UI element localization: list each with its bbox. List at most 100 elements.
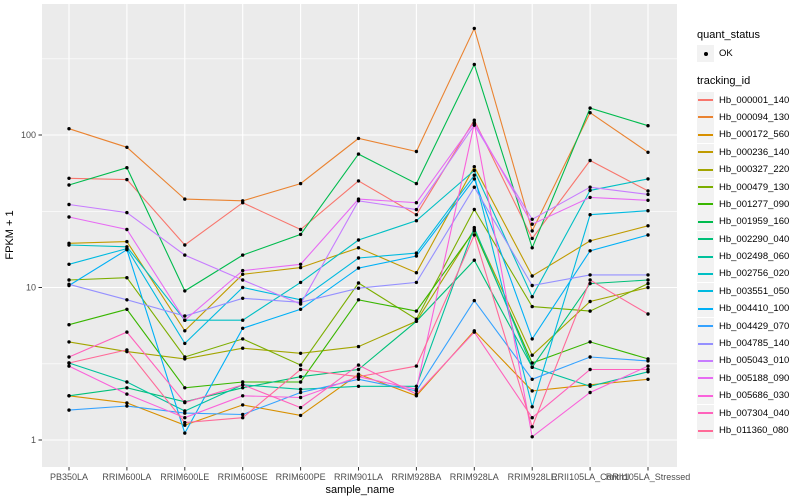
legend-title-tracking-id: tracking_id xyxy=(697,75,751,88)
data-point xyxy=(183,411,187,415)
legend-key xyxy=(697,248,714,266)
data-point xyxy=(298,375,303,379)
legend-item: Hb_000479_130 xyxy=(691,178,799,196)
data-point xyxy=(183,314,187,318)
data-point xyxy=(298,380,303,384)
data-point xyxy=(298,367,303,372)
legend: quant_status OK tracking_id Hb_000001_14… xyxy=(691,29,799,452)
legend-item-label: Hb_002498_060 xyxy=(719,251,790,263)
legend-key-line-icon xyxy=(698,255,713,258)
y-axis-title: FPKM + 1 xyxy=(4,210,16,259)
data-point xyxy=(530,222,534,226)
legend-key-line-icon xyxy=(698,151,713,154)
data-point xyxy=(125,210,129,215)
data-point xyxy=(472,233,476,237)
legend-key-line-icon xyxy=(698,203,713,206)
data-point xyxy=(472,173,476,177)
data-point xyxy=(414,319,419,323)
legend-key xyxy=(697,352,714,370)
legend-item-label: Hb_004429_070 xyxy=(719,320,790,332)
data-point xyxy=(356,136,361,141)
legend-key xyxy=(697,213,714,231)
legend-key xyxy=(697,126,714,144)
data-point xyxy=(67,394,71,398)
data-point xyxy=(530,295,534,299)
legend-key-line-icon xyxy=(698,186,713,189)
data-point xyxy=(472,121,476,126)
data-point xyxy=(530,353,534,357)
data-point xyxy=(588,158,592,163)
data-point xyxy=(646,224,650,228)
x-tick-label: RRII105LA_Stressed xyxy=(606,472,690,482)
legend-item-label: Hb_000001_140 xyxy=(719,94,790,106)
data-point xyxy=(183,243,187,247)
data-point xyxy=(125,401,129,405)
data-point xyxy=(183,355,187,359)
legend-item-label: Hb_005043_010 xyxy=(719,355,790,367)
data-point xyxy=(356,256,361,260)
data-point xyxy=(67,202,71,207)
data-point xyxy=(125,307,129,311)
legend-item: Hb_005686_030 xyxy=(691,387,799,405)
data-point xyxy=(67,340,71,344)
legend-item: Hb_000094_130 xyxy=(691,108,799,126)
data-point xyxy=(241,326,245,330)
legend-key xyxy=(697,387,714,405)
data-point xyxy=(588,340,592,344)
data-point xyxy=(67,282,71,286)
legend-key-line-icon xyxy=(698,342,713,345)
data-point xyxy=(530,274,534,278)
data-point xyxy=(356,372,361,376)
data-point xyxy=(414,251,419,255)
data-point xyxy=(646,278,650,282)
data-point xyxy=(125,348,129,352)
legend-item-label: Hb_011360_080 xyxy=(719,425,789,436)
legend-key xyxy=(697,45,714,63)
data-point xyxy=(472,298,476,303)
legend-item-label: Hb_002290_040 xyxy=(719,233,790,245)
legend-key-line-icon xyxy=(698,307,713,310)
legend-key-line-icon xyxy=(698,394,713,397)
data-point xyxy=(414,271,419,275)
data-point xyxy=(298,262,303,266)
data-point xyxy=(183,197,187,201)
data-point xyxy=(414,392,419,396)
legend-key-line-icon xyxy=(698,116,713,119)
legend-block-tracking-id: tracking_id Hb_000001_140 Hb_000094_130 Hb… xyxy=(691,75,799,439)
data-point xyxy=(646,359,650,363)
data-point xyxy=(530,246,534,250)
data-point xyxy=(241,386,245,390)
legend-key-line-icon xyxy=(698,220,713,223)
legend-item-label: Hb_000172_560 xyxy=(719,129,790,141)
data-point xyxy=(67,215,71,219)
legend-item: Hb_004410_100 xyxy=(691,300,799,318)
data-point xyxy=(298,413,303,418)
data-point xyxy=(67,323,71,327)
data-point xyxy=(646,192,650,197)
legend-key xyxy=(697,195,714,213)
data-point xyxy=(646,364,650,368)
legend-item-label: Hb_007304_040 xyxy=(719,407,790,419)
data-point xyxy=(588,355,592,359)
x-tick-label: PB350LA xyxy=(50,472,88,482)
data-point xyxy=(67,243,71,247)
data-point xyxy=(588,188,592,193)
data-point xyxy=(646,150,650,154)
data-point xyxy=(298,307,303,311)
data-point xyxy=(125,166,129,170)
data-point xyxy=(125,298,129,302)
data-point xyxy=(472,62,476,67)
legend-item-label: Hb_000479_130 xyxy=(719,181,790,193)
legend-key xyxy=(697,143,714,161)
legend-item-label: Hb_001277_090 xyxy=(719,198,790,210)
data-point xyxy=(530,361,534,365)
data-point xyxy=(414,364,419,368)
legend-key xyxy=(697,422,714,439)
data-point xyxy=(414,219,419,223)
data-point xyxy=(183,318,187,322)
data-point xyxy=(588,299,592,304)
data-point xyxy=(241,278,245,282)
data-point xyxy=(472,207,476,212)
legend-key xyxy=(697,317,714,335)
data-point xyxy=(67,176,71,180)
